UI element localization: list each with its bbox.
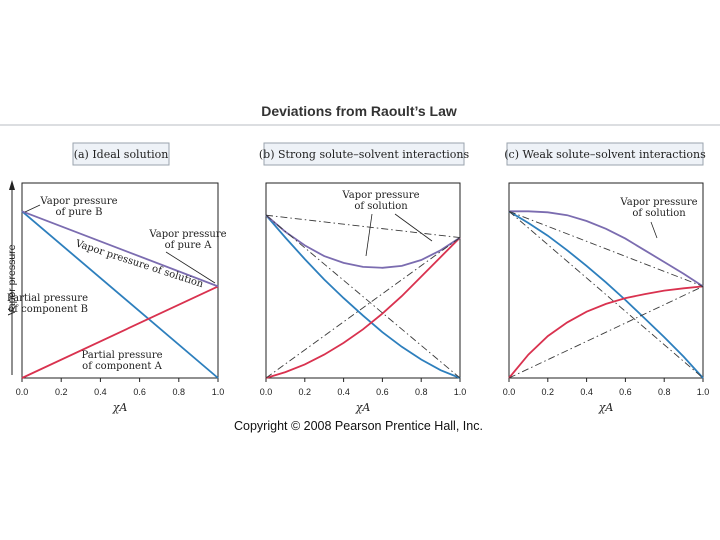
annotation: Vapor pressure of solution	[619, 197, 697, 219]
series-partial-pressure-of-component-a	[21, 285, 219, 379]
x-tick-label: 0.4	[337, 387, 350, 397]
annotation-leader	[394, 213, 433, 242]
series-ideal-total	[508, 210, 704, 287]
panel-label: (c) Weak solute–solvent interactions	[504, 148, 706, 161]
x-axis-label: χA	[598, 401, 614, 414]
annotation-leader	[24, 204, 41, 213]
figure-title: Deviations from Raoult’s Law	[261, 103, 457, 119]
x-tick-label: 0.0	[16, 387, 29, 397]
x-tick-label: 0.4	[580, 387, 593, 397]
panel-b: (b) Strong solute–solvent interactions 0.…	[259, 142, 470, 414]
series-ideal-total	[265, 214, 461, 239]
x-tick-label: 0.4	[94, 387, 107, 397]
annotation-leader	[650, 221, 658, 239]
panel-label-box	[263, 142, 465, 166]
annotation: Vapor pressure of solution	[341, 190, 419, 212]
x-tick-label: 0.8	[658, 387, 671, 397]
y-axis-label: Vapor pressure	[6, 244, 18, 315]
x-tick-label: 1.0	[697, 387, 710, 397]
x-tick-label: 0.8	[415, 387, 428, 397]
series-vapor-pressure-of-solution	[265, 214, 461, 269]
x-tick-label: 0.8	[173, 387, 186, 397]
x-axis-label: χA	[112, 401, 128, 414]
x-tick-label: 0.6	[376, 387, 389, 397]
x-axis-label: χA	[355, 401, 371, 414]
x-tick-label: 0.6	[619, 387, 632, 397]
series-vapor-pressure-of-solution	[509, 210, 704, 288]
panel-label-box	[72, 142, 170, 166]
panel-a: (a) Ideal solution 0.0 0.2 0.4 0.6 0.8 1.0 χA Va…	[7, 142, 227, 414]
x-tick-label: 1.0	[454, 387, 467, 397]
series-ideal-b	[265, 214, 461, 379]
y-axis-arrow-head	[9, 180, 15, 190]
series-vapor-pressure-of-solution	[21, 210, 219, 288]
series-partial-pressure-of-component-a	[508, 285, 704, 379]
x-tick-label: 0.2	[55, 387, 68, 397]
series-partial-pressure-of-component-a	[265, 236, 461, 379]
x-tick-label: 1.0	[212, 387, 225, 397]
panel-label: (b) Strong solute–solvent interactions	[259, 148, 470, 161]
annotation: Partial pressure of component A	[81, 350, 162, 372]
annotation: Partial pressure of component B	[7, 293, 88, 315]
x-tick-label: 0.0	[503, 387, 516, 397]
plot-frame	[21, 182, 219, 379]
series-partial-pressure-of-component-b	[21, 210, 219, 379]
annotation: Vapor pressure of pure A	[148, 229, 226, 251]
panel-label: (a) Ideal solution	[74, 148, 169, 161]
series-partial-pressure-of-component-b	[265, 214, 461, 379]
series-ideal-b	[508, 210, 704, 379]
series-ideal-a	[508, 285, 704, 379]
annotation-leader	[365, 213, 373, 257]
x-tick-label: 0.2	[542, 387, 555, 397]
copyright-notice: Copyright © 2008 Pearson Prentice Hall, …	[234, 419, 483, 433]
x-tick-label: 0.2	[299, 387, 312, 397]
x-tick-label: 0.0	[260, 387, 273, 397]
annotation-leader	[165, 251, 216, 284]
annotation: Vapor pressure of pure B	[39, 196, 117, 218]
series-ideal-a	[265, 237, 461, 379]
series-partial-pressure-of-component-b	[508, 210, 704, 379]
panel-label-box	[506, 142, 704, 166]
x-tick-label: 0.6	[133, 387, 146, 397]
plot-frame	[265, 182, 461, 379]
panel-c: (c) Weak solute–solvent interactions 0.0 0…	[503, 142, 710, 414]
plot-frame	[508, 182, 704, 379]
